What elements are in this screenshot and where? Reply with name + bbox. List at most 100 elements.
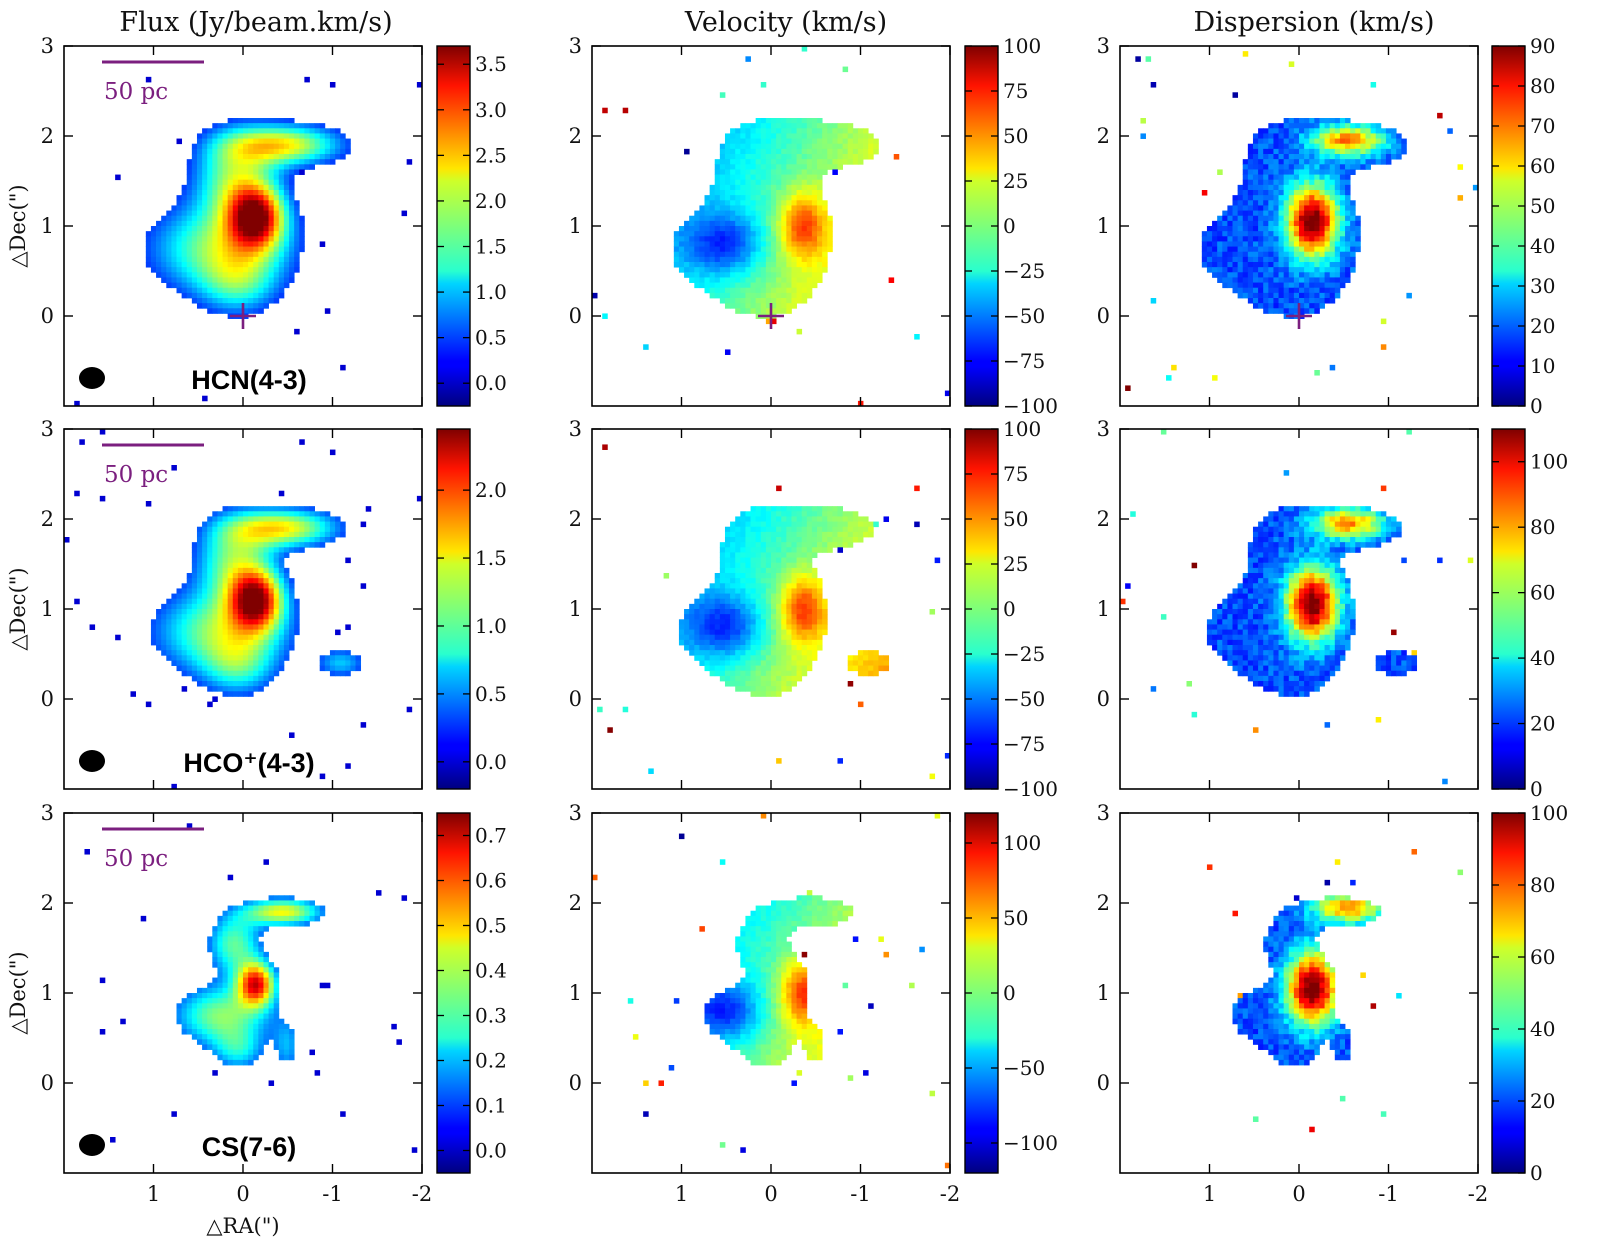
ytick-label: 0 (41, 304, 54, 328)
ytick-label: 1 (569, 981, 582, 1005)
ytick-label: 2 (41, 124, 54, 148)
colorbar-tick-label: 40 (1530, 234, 1555, 258)
map-flux (84, 823, 418, 1153)
colorbar-tick-label: −25 (1003, 259, 1045, 283)
ytick-label: 0 (1097, 687, 1110, 711)
ytick-label: 0 (1097, 304, 1110, 328)
colorbar-tick-label: 0.3 (475, 1004, 507, 1028)
colorbar-tick-label: 0.2 (475, 1049, 507, 1073)
ytick-label: 2 (41, 891, 54, 915)
panel-dispersion-row3: 0 1 2 3 1 0 -1 -2 0 20 40 60 80 100 (1097, 801, 1569, 1206)
colorbar-tick-label: 70 (1530, 114, 1555, 138)
ytick-label: 3 (1097, 34, 1110, 58)
ytick-label: 1 (41, 214, 54, 238)
colorbar-tick-label: 40 (1530, 646, 1555, 670)
colorbar-flux: 0.0 0.5 1.0 1.5 2.0 (436, 428, 507, 790)
panel-velocity-row1: 0 1 2 3 −100 −75 −50 −25 0 25 50 75 100 (569, 34, 1058, 418)
beam-ellipse (79, 367, 105, 389)
colorbar-tick-label: 2.0 (475, 478, 507, 502)
ytick-label: 0 (41, 1071, 54, 1095)
xtick-label: 0 (236, 1182, 249, 1206)
xtick-label: 1 (147, 1182, 160, 1206)
colorbar-tick-label: 10 (1530, 354, 1555, 378)
colorbar-tick-label: 0 (1003, 214, 1016, 238)
y-axis-label: △Dec(") (6, 951, 30, 1034)
colorbar-tick-label: 50 (1003, 507, 1028, 531)
ytick-label: 3 (41, 801, 54, 825)
colorbar-tick-label: 50 (1003, 906, 1028, 930)
title-velocity: Velocity (km/s) (684, 7, 887, 38)
colorbar-tick-label: 0.5 (475, 326, 507, 350)
ytick-label: 2 (1097, 891, 1110, 915)
panel-dispersion-row2: 0 1 2 3 0 20 40 60 80 100 (1097, 417, 1569, 801)
colorbar-tick-label: 60 (1530, 154, 1555, 178)
colorbar-tick-label: 100 (1003, 34, 1041, 58)
ytick-label: 0 (569, 1071, 582, 1095)
colorbar-dispersion: 0 20 40 60 80 100 (1491, 801, 1568, 1185)
ytick-label: 1 (1097, 981, 1110, 1005)
colorbar-tick-label: 75 (1003, 79, 1028, 103)
colorbar-tick-label: −100 (1003, 394, 1058, 418)
ytick-label: 2 (1097, 124, 1110, 148)
colorbar-tick-label: 100 (1530, 450, 1568, 474)
colorbar-tick-label: 20 (1530, 1089, 1555, 1113)
colorbar-tick-label: 1.0 (475, 614, 507, 638)
colorbar-tick-label: 20 (1530, 712, 1555, 736)
ytick-label: 1 (1097, 597, 1110, 621)
panel-flux-row1: 0 1 2 3 50 pc HCN(4-3) 0.0 0.5 1.0 1.5 2.0 2.5 3.0 3.… (6, 34, 507, 407)
ytick-label: 1 (41, 981, 54, 1005)
map-dispersion (1120, 429, 1474, 785)
colorbar-gradient (436, 428, 471, 790)
colorbar-gradient (436, 812, 471, 1174)
colorbar-tick-label: 2.5 (475, 143, 507, 167)
colorbar-tick-label: 100 (1003, 831, 1041, 855)
colorbar-tick-label: −100 (1003, 1131, 1058, 1155)
ytick-label: 0 (569, 687, 582, 711)
colorbar-gradient (436, 45, 471, 407)
xtick-label: 0 (1292, 1182, 1305, 1206)
colorbar-flux: 0.0 0.1 0.2 0.3 0.4 0.5 0.6 0.7 (436, 812, 507, 1174)
ytick-label: 3 (569, 417, 582, 441)
colorbar-velocity: −100 −75 −50 −25 0 25 50 75 100 (964, 34, 1058, 418)
colorbar-tick-label: 0 (1003, 981, 1016, 1005)
colorbar-tick-label: 60 (1530, 581, 1555, 605)
colorbar-tick-label: 0.1 (475, 1094, 507, 1118)
colorbar-tick-label: 1.5 (475, 235, 507, 259)
colorbar-tick-label: −50 (1003, 1056, 1045, 1080)
colorbar-dispersion: 0 20 40 60 80 100 (1491, 428, 1568, 801)
molecule-label: HCN(4-3) (191, 365, 307, 395)
colorbar-tick-label: 0.0 (475, 750, 507, 774)
ytick-label: 1 (1097, 214, 1110, 238)
colorbar-velocity: −100 −75 −50 −25 0 25 50 75 100 (964, 417, 1058, 801)
map-velocity (597, 444, 951, 780)
y-axis-label: △Dec(") (6, 567, 30, 650)
ytick-label: 1 (569, 597, 582, 621)
panel-flux-row3: 0 1 2 3 1 0 -1 -2 50 pc CS(7-6) 0.0 0.1 0.2 0.3 0.4 0.5… (6, 801, 507, 1238)
colorbar-tick-label: 0.0 (475, 1139, 507, 1163)
xtick-label: -2 (1468, 1182, 1488, 1206)
scale-bar-label: 50 pc (104, 846, 168, 872)
ytick-label: 2 (569, 891, 582, 915)
ytick-label: 0 (569, 304, 582, 328)
ytick-label: 3 (569, 34, 582, 58)
colorbar-tick-label: −25 (1003, 642, 1045, 666)
title-dispersion: Dispersion (km/s) (1193, 7, 1434, 38)
ytick-label: 2 (569, 507, 582, 531)
xtick-label: -1 (850, 1182, 870, 1206)
ytick-label: 0 (1097, 1071, 1110, 1095)
colorbar-tick-label: 20 (1530, 314, 1555, 338)
map-flux (64, 429, 423, 790)
colorbar-tick-label: 80 (1530, 74, 1555, 98)
map-velocity (592, 46, 951, 407)
map-dispersion (1125, 51, 1479, 391)
colorbar-tick-label: 90 (1530, 34, 1555, 58)
panel-velocity-row2: 0 1 2 3 −100 −75 −50 −25 0 25 50 75 100 (569, 417, 1058, 801)
molecule-label: CS(7-6) (202, 1132, 297, 1162)
title-flux: Flux (Jy/beam.km/s) (119, 7, 392, 38)
ytick-label: 1 (41, 597, 54, 621)
colorbar-dispersion: 0 10 20 30 40 50 60 70 80 90 (1491, 34, 1555, 418)
scale-bar-label: 50 pc (104, 79, 168, 105)
colorbar-gradient (1491, 428, 1526, 790)
colorbar-flux: 0.0 0.5 1.0 1.5 2.0 2.5 3.0 3.5 (436, 45, 507, 407)
colorbar-tick-label: 80 (1530, 873, 1555, 897)
